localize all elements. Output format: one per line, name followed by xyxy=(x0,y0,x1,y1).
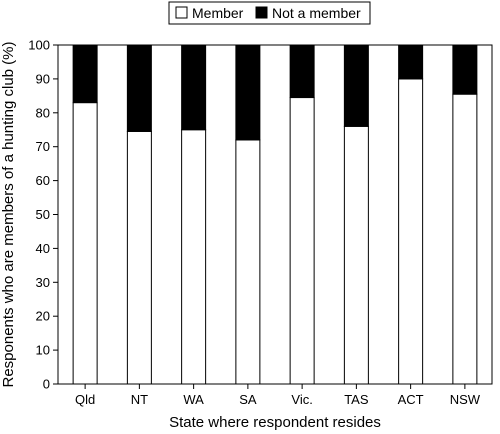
x-tick-label: SA xyxy=(239,392,257,407)
x-tick-label: ACT xyxy=(398,392,424,407)
bar-not-member-sa xyxy=(235,44,261,141)
x-tick-label: Qld xyxy=(75,392,95,407)
x-axis-ticks: Qld NT WA SA Vic. TAS ACT NSW xyxy=(75,384,481,407)
x-tick-label: Vic. xyxy=(291,392,312,407)
y-axis-title: Responents who are members of a hunting … xyxy=(0,41,17,387)
legend: Member Not a member xyxy=(168,1,371,25)
bar-member-sa xyxy=(235,139,261,385)
x-tick-label: TAS xyxy=(344,392,369,407)
bar-not-member-tas xyxy=(343,44,369,127)
y-tick-label: 0 xyxy=(43,377,50,392)
y-tick-label: 20 xyxy=(36,309,50,324)
bar-not-member-vic xyxy=(289,44,315,99)
y-tick-label: 50 xyxy=(36,207,50,222)
y-axis-ticks: 0 10 20 30 40 50 60 70 80 90 100 xyxy=(28,38,58,392)
y-tick-label: 70 xyxy=(36,139,50,154)
legend-label-member: Member xyxy=(192,5,244,21)
bar-member-qld xyxy=(72,102,98,385)
y-tick-label: 60 xyxy=(36,173,50,188)
bars xyxy=(72,44,478,385)
y-tick-label: 40 xyxy=(36,241,50,256)
bar-member-nsw xyxy=(452,93,478,385)
bar-member-tas xyxy=(343,125,369,385)
legend-frame xyxy=(168,1,371,25)
bar-not-member-wa xyxy=(181,44,207,131)
plot-area-frame xyxy=(57,44,493,385)
bar-member-act xyxy=(398,78,424,385)
y-tick-label: 80 xyxy=(36,105,50,120)
bar-member-vic xyxy=(289,97,315,385)
x-tick-label: NSW xyxy=(450,392,481,407)
x-tick-label: WA xyxy=(183,392,204,407)
y-tick-label: 90 xyxy=(36,71,50,86)
y-tick-label: 100 xyxy=(28,38,50,53)
x-axis-title: State where respondent resides xyxy=(169,414,381,431)
y-tick-label: 30 xyxy=(36,275,50,290)
y-tick-label: 10 xyxy=(36,343,50,358)
legend-swatch-not-member xyxy=(255,6,268,19)
legend-label-not-member: Not a member xyxy=(272,5,361,21)
bar-not-member-nt xyxy=(126,44,152,132)
x-tick-label: NT xyxy=(131,392,148,407)
bar-not-member-act xyxy=(398,44,424,80)
bar-not-member-nsw xyxy=(452,44,478,95)
legend-swatch-member xyxy=(175,6,188,19)
bar-member-wa xyxy=(181,129,207,385)
bar-member-nt xyxy=(126,130,152,385)
bar-not-member-qld xyxy=(72,44,98,104)
